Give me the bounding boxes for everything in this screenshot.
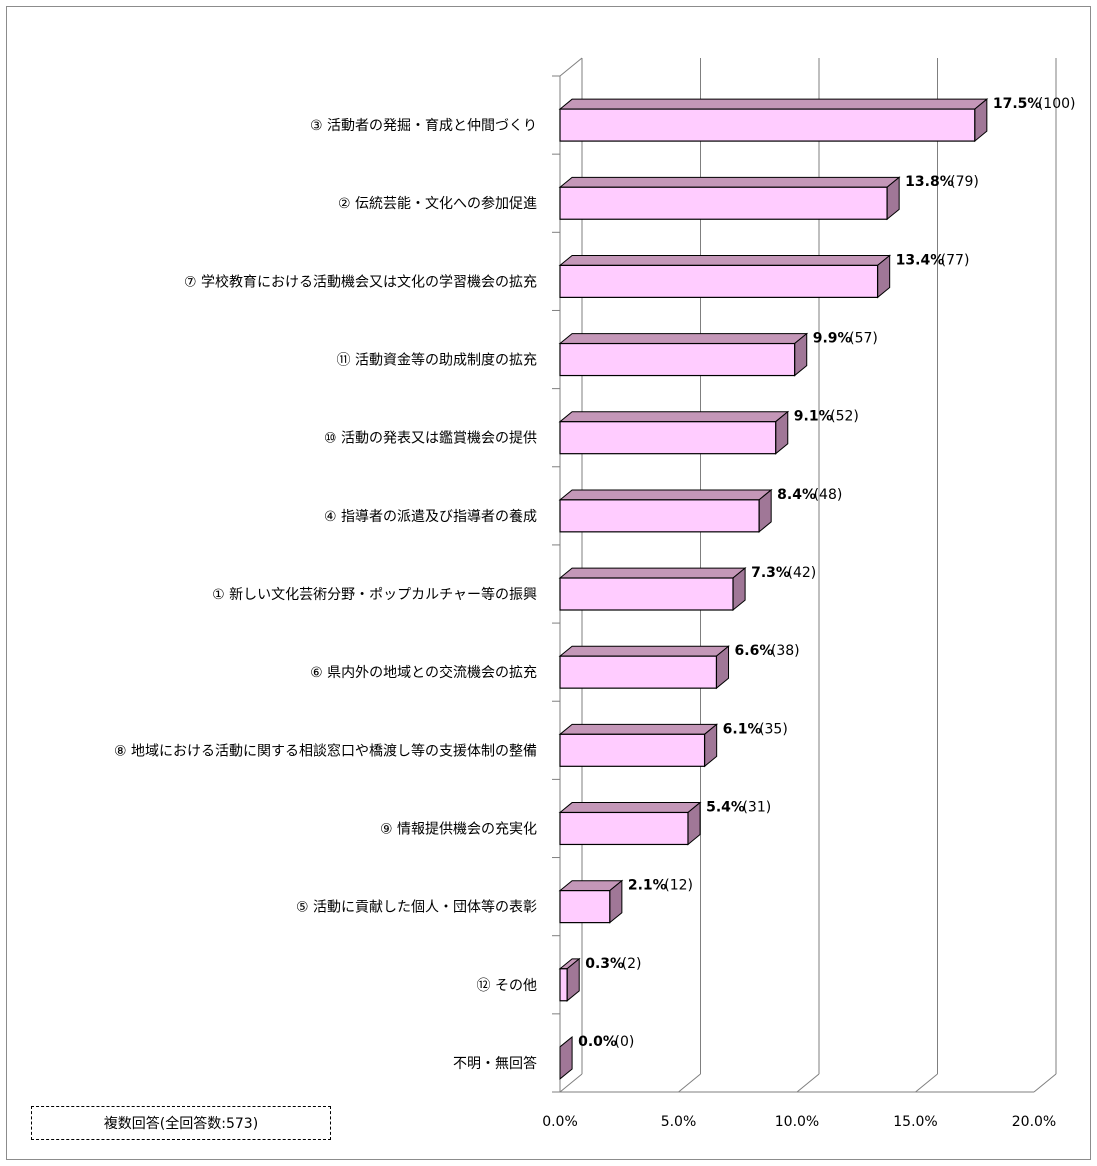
bar <box>559 264 879 298</box>
x-tick-label: 10.0% <box>775 1114 819 1130</box>
category-label: ⑥ 県内外の地域との交流機会の拡充 <box>310 664 537 681</box>
bar-top <box>558 567 747 579</box>
category-label: ⑪ 活動資金等の助成制度の拡充 <box>337 352 537 369</box>
count-label: (48) <box>814 487 843 503</box>
bar <box>559 342 796 377</box>
bar <box>559 733 706 767</box>
x-tick-label: 15.0% <box>893 1114 937 1130</box>
count-label: (35) <box>759 721 788 737</box>
data-label: 13.8% <box>905 174 954 190</box>
category-label: ④ 指導者の派遣及び指導者の養成 <box>324 508 537 525</box>
gridline-floor <box>559 1073 583 1093</box>
count-label: (77) <box>941 252 970 268</box>
data-label: 8.4% <box>777 487 816 503</box>
count-label: (52) <box>830 409 859 425</box>
category-label: ⑫ その他 <box>477 978 537 994</box>
bar <box>559 108 976 142</box>
data-label: 13.4% <box>896 252 945 268</box>
category-label: ⑤ 活動に貢献した個人・団体等の表彰 <box>296 899 537 916</box>
side-wall-top <box>559 57 583 77</box>
category-label: ② 伝統芸能・文化への参加促進 <box>338 195 537 212</box>
data-label: 2.1% <box>628 878 667 894</box>
count-label: (2) <box>622 956 642 972</box>
bar-top <box>558 802 702 813</box>
data-label: 17.5% <box>993 96 1042 112</box>
category-label: 不明・無回答 <box>453 1055 537 1072</box>
count-label: (31) <box>742 799 771 815</box>
category-label: ⑦ 学校教育における活動機会又は文化の学習機会の拡充 <box>184 273 537 290</box>
data-label: 5.4% <box>706 799 745 815</box>
bar-top <box>558 176 901 188</box>
bar <box>559 577 734 611</box>
count-label: (38) <box>771 643 800 659</box>
bar-top <box>558 645 730 657</box>
gridline-floor <box>1033 1073 1057 1093</box>
bar-top <box>558 723 719 735</box>
gridline-floor <box>915 1073 938 1093</box>
category-label: ③ 活動者の発掘・育成と仲間づくり <box>310 118 537 134</box>
chart-frame <box>6 6 1091 1160</box>
bar-side <box>559 1035 573 1080</box>
bar <box>559 811 689 846</box>
bar <box>559 890 611 924</box>
gridline-floor <box>678 1073 701 1093</box>
bar <box>559 655 718 689</box>
x-tick-label: 20.0% <box>1012 1114 1056 1130</box>
count-label: (57) <box>849 331 878 347</box>
gridline-floor <box>796 1073 820 1093</box>
data-label: 9.1% <box>794 409 833 425</box>
data-label: 6.1% <box>723 721 762 737</box>
bar-top <box>558 98 989 110</box>
count-label: (42) <box>788 565 817 581</box>
count-label: (79) <box>950 174 979 190</box>
data-label: 0.0% <box>578 1034 617 1050</box>
response-note: 複数回答(全回答数:573) <box>31 1106 331 1140</box>
data-label: 7.3% <box>751 565 790 581</box>
data-label: 0.3% <box>585 956 624 972</box>
bar-top <box>558 333 809 345</box>
data-label: 6.6% <box>735 643 774 659</box>
count-label: (12) <box>664 878 693 894</box>
x-tick-label: 0.0% <box>542 1114 578 1130</box>
bar-top <box>558 489 773 501</box>
bar-top <box>558 411 790 423</box>
category-label: ⑩ 活動の発表又は鑑賞機会の提供 <box>324 430 537 447</box>
category-label: ⑨ 情報提供機会の充実化 <box>380 821 537 837</box>
bar <box>559 499 760 533</box>
bar <box>559 186 888 220</box>
data-label: 9.9% <box>813 331 852 347</box>
category-label: ⑧ 地域における活動に関する相談窓口や橋渡し等の支援体制の整備 <box>114 742 537 759</box>
bar-top <box>558 254 892 266</box>
count-label: (0) <box>615 1034 635 1050</box>
bar <box>559 968 568 1002</box>
category-label: ① 新しい文化芸術分野・ポップカルチャー等の振興 <box>212 586 537 603</box>
bar <box>559 421 777 455</box>
count-label: (100) <box>1038 96 1076 112</box>
x-tick-label: 5.0% <box>661 1114 697 1130</box>
